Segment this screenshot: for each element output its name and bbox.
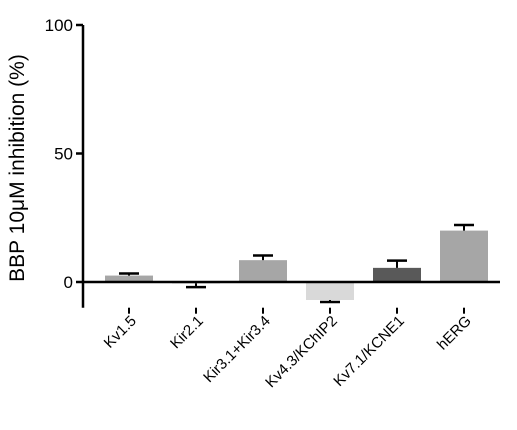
bar	[105, 275, 153, 282]
bars-layer	[105, 230, 488, 300]
bar	[306, 282, 354, 300]
x-tick-label: Kv7.1/KCNE1	[330, 313, 407, 390]
y-ticks-layer: 0 50 100	[45, 16, 83, 292]
y-tick-label: 0	[64, 273, 73, 292]
y-tick-label: 50	[54, 145, 73, 164]
bar	[239, 260, 287, 282]
error-bars-layer	[119, 223, 474, 304]
x-ticks-layer: Kv1.5 Kir2.1Kir3.1+Kir3.4Kv4.3/KChIP2Kv7.…	[101, 307, 475, 392]
x-tick-label: Kv4.3/KChIP2	[262, 313, 341, 392]
x-tick-label: Kv1.5	[101, 313, 140, 352]
y-tick-label: 100	[45, 16, 73, 35]
bar	[373, 267, 421, 282]
x-tick-label: Kir3.1+Kir3.4	[200, 313, 274, 387]
x-tick-label: hERG	[434, 313, 475, 354]
bar	[440, 230, 488, 282]
y-axis-title: BBP 10μM inhibition (%)	[6, 54, 29, 282]
x-tick-label: Kir2.1	[167, 313, 207, 353]
